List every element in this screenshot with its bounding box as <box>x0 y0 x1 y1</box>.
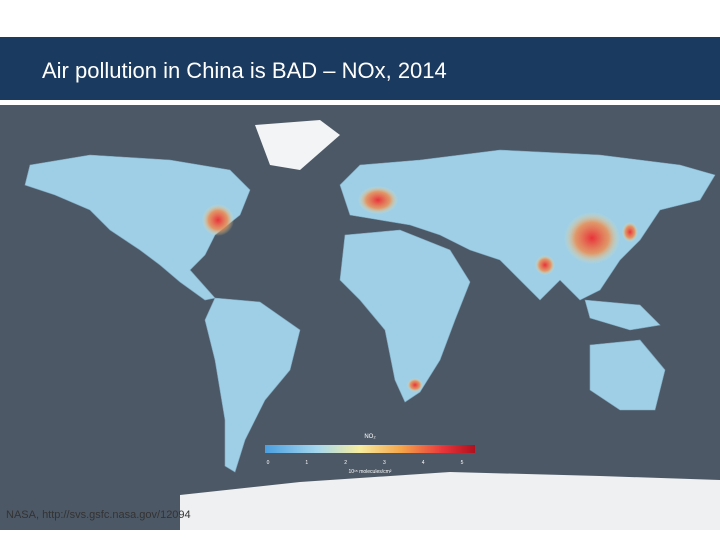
legend-tick: 5 <box>461 460 464 466</box>
legend-tick: 2 <box>344 460 347 466</box>
title-bar <box>0 37 720 100</box>
legend: NO₂ 0 1 2 3 4 5 10¹⁵ molecules/cm² <box>265 434 475 475</box>
legend-tick: 1 <box>305 460 308 466</box>
legend-tick: 0 <box>267 460 270 466</box>
south-america <box>204 297 301 473</box>
hotspot-europe <box>358 186 398 214</box>
legend-tick: 3 <box>383 460 386 466</box>
africa <box>339 229 471 403</box>
caption: NASA, http://svs.gsfc.nasa.gov/12094 <box>6 509 191 521</box>
islands <box>584 299 661 331</box>
australia <box>589 339 666 411</box>
hotspot-us <box>202 204 234 236</box>
hotspot-south-africa <box>407 378 423 392</box>
eurasia <box>339 149 716 301</box>
legend-title: NO₂ <box>364 434 376 440</box>
slide-title: Air pollution in China is BAD – NOx, 201… <box>42 58 447 83</box>
greenland <box>255 120 340 170</box>
hotspots <box>202 186 638 392</box>
colorbar <box>265 445 475 453</box>
hotspot-china <box>564 212 620 264</box>
legend-tick: 4 <box>422 460 425 466</box>
hotspot-japan <box>622 222 638 242</box>
map: NO₂ 0 1 2 3 4 5 10¹⁵ molecules/cm² <box>0 105 720 530</box>
antarctica <box>180 472 720 530</box>
hotspot-india <box>535 255 555 275</box>
legend-unit: 10¹⁵ molecules/cm² <box>349 469 392 475</box>
